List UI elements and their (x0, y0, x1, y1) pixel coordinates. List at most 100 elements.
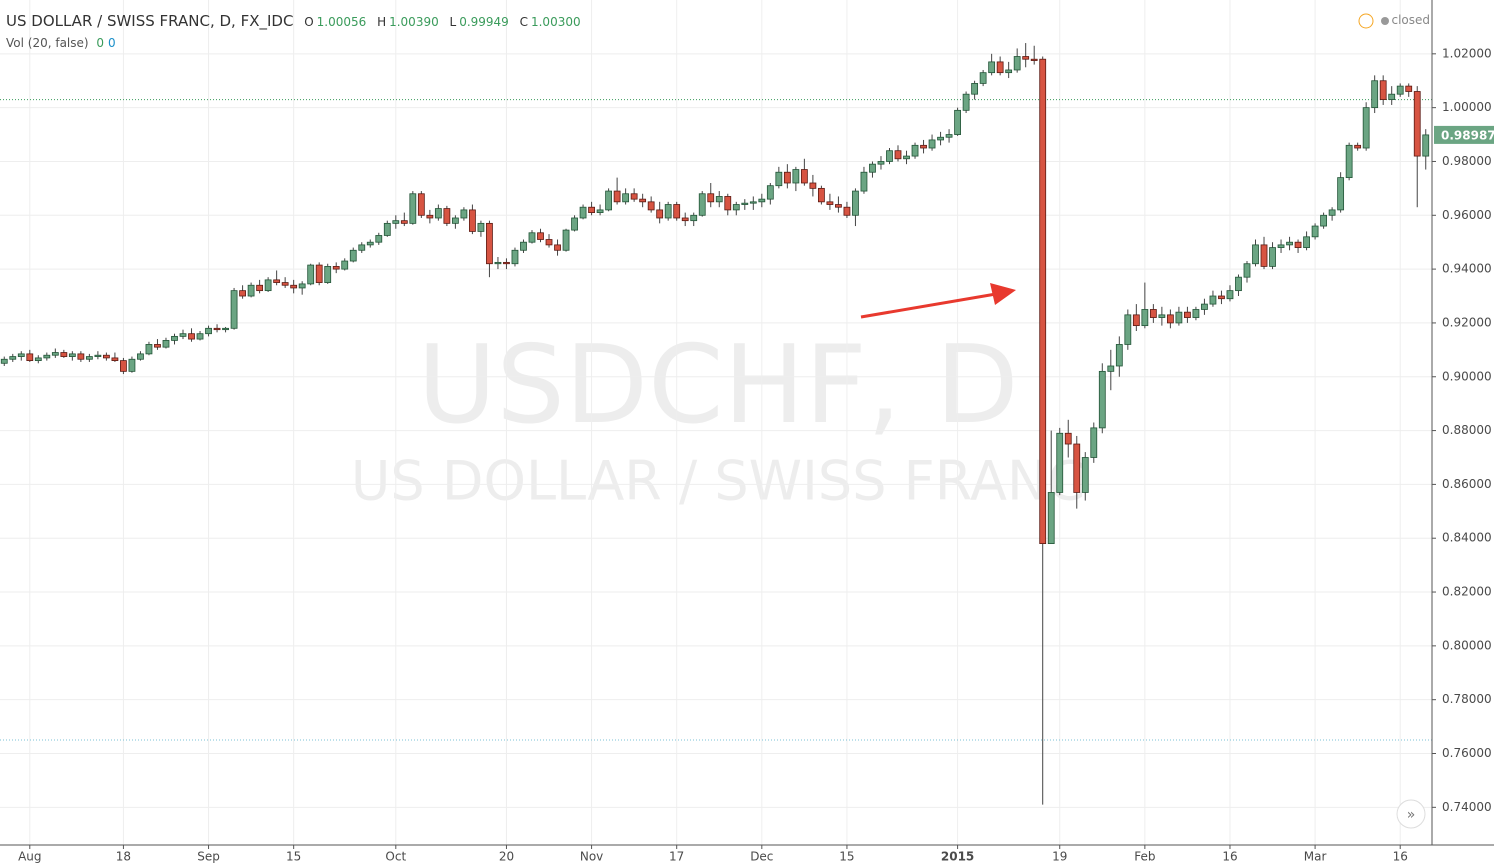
candle-body (911, 144, 919, 157)
candle-body (1115, 344, 1123, 367)
candle-body (996, 61, 1004, 74)
open-value: 1.00056 (316, 15, 367, 29)
low-value: 0.99949 (459, 15, 509, 29)
candle-body (264, 279, 272, 292)
candle-body (749, 201, 757, 204)
symbol-title[interactable]: US DOLLAR / SWISS FRANC, D, FX_IDC (6, 12, 294, 30)
candle-body (715, 196, 723, 203)
scroll-button[interactable] (1396, 799, 1426, 829)
x-tick-label: Feb (1134, 850, 1155, 864)
x-tick-label: 15 (286, 850, 301, 864)
candle-body (1175, 311, 1183, 324)
candle-body (494, 261, 502, 265)
candle-body (94, 354, 102, 357)
candle-body (469, 209, 476, 232)
candle-body (571, 217, 578, 231)
candle-body (60, 352, 68, 357)
x-tick-label: 16 (1222, 850, 1237, 864)
candle-body (51, 352, 59, 356)
open-key: O (304, 15, 314, 29)
candle-body (1098, 370, 1106, 429)
candle-body (111, 357, 119, 362)
candle-body (341, 260, 349, 270)
candle-body (766, 185, 774, 200)
x-tick-label: Dec (750, 850, 773, 864)
candle-body (188, 333, 195, 340)
candle-body (171, 335, 178, 341)
y-tick-label: 0.88000 (1442, 423, 1492, 437)
candle-body (613, 190, 621, 203)
candle-body (154, 344, 161, 348)
candle-body (1047, 492, 1055, 544)
candle-body (1039, 58, 1047, 544)
candle-body (1107, 365, 1115, 372)
y-tick-label: 0.74000 (1442, 800, 1492, 814)
volume-label[interactable]: Vol (20, false) (6, 36, 89, 50)
status-dot (1381, 17, 1389, 25)
low-key: L (449, 15, 457, 29)
candle-body (1413, 91, 1421, 157)
candle-body (222, 327, 229, 331)
candle-body (1294, 241, 1302, 248)
candle-body (800, 169, 808, 184)
candle-body (1354, 144, 1362, 149)
candle-body (886, 150, 893, 162)
candle-body (137, 353, 144, 360)
candle-body (1149, 309, 1157, 318)
candle-body (383, 222, 391, 236)
candle-body (596, 209, 604, 213)
candle-body (1124, 314, 1132, 345)
candle-body (0, 358, 8, 364)
candle-body (1013, 56, 1021, 71)
candle-body (1081, 457, 1089, 493)
candle-body (426, 214, 434, 219)
y-tick-label: 1.02000 (1442, 46, 1492, 60)
candle-body (1184, 311, 1191, 318)
watermark-subtitle: US DOLLAR / SWISS FRANC (351, 450, 1085, 513)
candle-body (698, 193, 706, 216)
candle-body (1269, 247, 1276, 267)
y-tick-label: 0.92000 (1442, 315, 1492, 329)
candle-body (34, 357, 42, 362)
candle-body (528, 232, 536, 243)
candle-body (196, 333, 204, 340)
candle-body (162, 340, 170, 348)
candle-body (1345, 144, 1353, 179)
candle-body (1379, 80, 1387, 100)
x-tick-label: Sep (197, 850, 220, 864)
candle-body (622, 193, 630, 203)
candle-body (349, 249, 357, 262)
candle-body (639, 198, 647, 203)
y-tick-label: 0.78000 (1442, 692, 1492, 706)
candle-body (9, 356, 17, 360)
candle-body (26, 353, 34, 362)
candle-body (903, 155, 910, 160)
y-tick-label: 0.80000 (1442, 638, 1492, 652)
candle-body (298, 283, 306, 289)
candle-body (324, 266, 332, 283)
candle-body (630, 193, 638, 200)
candle-body (239, 290, 246, 297)
candle-body (273, 279, 281, 283)
close-value: 1.00300 (530, 15, 581, 29)
candle-body (17, 353, 25, 357)
candle-body (247, 284, 255, 297)
candle-body (690, 214, 698, 222)
candle-body (877, 161, 885, 165)
candle-body (1022, 56, 1030, 60)
candle-body (1090, 427, 1098, 458)
candle-body (1277, 244, 1285, 248)
candle-body (588, 206, 595, 213)
candle-body (562, 229, 570, 251)
high-value: 1.00390 (389, 15, 439, 29)
x-tick-label: 18 (116, 850, 131, 864)
candle-body (775, 171, 783, 187)
candle-body (920, 144, 927, 149)
candle-body (852, 190, 859, 216)
arrow-head (990, 283, 1016, 305)
candle-body (1405, 85, 1413, 92)
candle-body (605, 190, 613, 211)
grid (0, 0, 1432, 845)
candle-body (120, 360, 127, 372)
